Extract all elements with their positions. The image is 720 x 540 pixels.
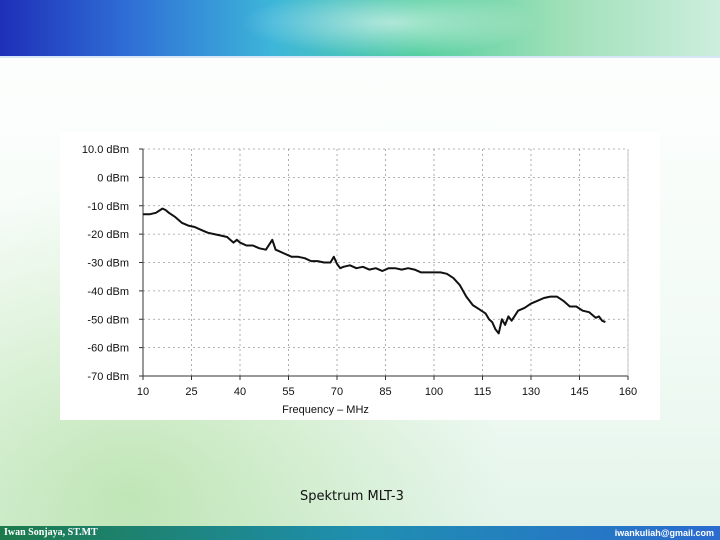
y-tick-label: -60 dBm xyxy=(87,343,129,355)
x-tick-label: 55 xyxy=(282,386,294,398)
x-tick-label: 100 xyxy=(425,386,443,398)
x-tick-label: 40 xyxy=(234,386,246,398)
x-tick-label: 10 xyxy=(137,386,149,398)
x-tick-label: 85 xyxy=(379,386,391,398)
header-band xyxy=(0,0,720,56)
x-axis-label: Frequency – MHz xyxy=(282,404,369,416)
y-tick-label: -30 dBm xyxy=(87,258,129,270)
slide-caption: Spektrum MLT-3 xyxy=(300,489,404,504)
x-tick-label: 115 xyxy=(474,386,492,398)
x-tick-label: 160 xyxy=(619,386,637,398)
footer-author: Iwan Sonjaya, ST.MT xyxy=(4,527,98,538)
y-tick-label: -40 dBm xyxy=(87,286,129,298)
x-tick-label: 145 xyxy=(570,386,588,398)
spectrum-chart: 10.0 dBm 0 dBm -10 dBm -20 dBm -30 dBm -40 dB… xyxy=(82,144,637,416)
footer-email: iwankuliah@gmail.com xyxy=(614,528,714,538)
y-tick-label: -70 dBm xyxy=(87,371,129,383)
chart-panel: 10.0 dBm 0 dBm -10 dBm -20 dBm -30 dBm -40 dB… xyxy=(60,132,660,420)
y-tick-label: -20 dBm xyxy=(87,229,129,241)
x-tick-label: 130 xyxy=(522,386,540,398)
header-glow xyxy=(240,0,540,56)
y-tick-label: 0 dBm xyxy=(97,172,129,184)
y-tick-label: -50 dBm xyxy=(87,314,129,326)
spectrum-series-line xyxy=(143,207,606,335)
x-tick-label: 70 xyxy=(331,386,343,398)
x-tick-label: 25 xyxy=(185,386,197,398)
y-tick-label: 10.0 dBm xyxy=(82,144,129,156)
plot-area xyxy=(143,149,628,376)
footer-band xyxy=(0,526,720,540)
y-tick-label: -10 dBm xyxy=(87,201,129,213)
header-divider xyxy=(0,56,720,58)
